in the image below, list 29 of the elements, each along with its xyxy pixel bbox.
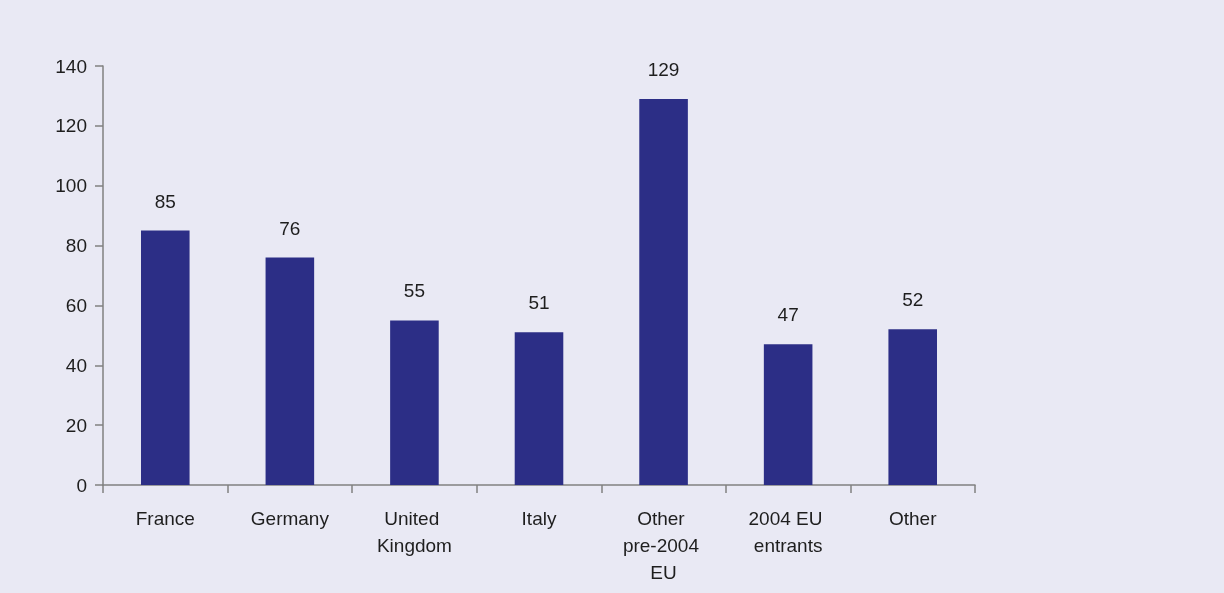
y-tick-label: 80 (65, 235, 87, 257)
data-label: 51 (528, 292, 550, 314)
bar (140, 230, 190, 485)
y-tick-label: 20 (65, 414, 87, 436)
bar (390, 320, 439, 485)
bar (265, 257, 315, 485)
x-tick-label: 2004 EU entrants (748, 508, 828, 556)
x-tick-label: Germany (250, 508, 330, 529)
y-tick-label: 140 (55, 55, 87, 77)
y-tick-label: 0 (76, 474, 87, 496)
x-tick-label: United Kingdom (376, 508, 452, 556)
data-label: 129 (647, 58, 680, 80)
data-label: 76 (279, 217, 301, 239)
x-tick-label: Other (888, 508, 938, 529)
x-tick-label: France (135, 508, 195, 529)
bar (639, 98, 688, 485)
x-tick-label: Other pre-2004 EU (622, 508, 705, 583)
data-label: 55 (403, 280, 425, 302)
y-tick-label: 60 (65, 294, 87, 316)
data-label: 85 (154, 190, 176, 212)
y-tick-label: 100 (55, 175, 87, 197)
data-label: 52 (902, 289, 924, 311)
y-tick-label: 40 (65, 354, 87, 376)
y-tick-label: 120 (55, 115, 87, 137)
data-label: 47 (777, 304, 799, 326)
x-tick-label: Italy (521, 508, 557, 529)
bar (514, 332, 564, 485)
bar (763, 344, 813, 485)
bar (888, 329, 938, 485)
